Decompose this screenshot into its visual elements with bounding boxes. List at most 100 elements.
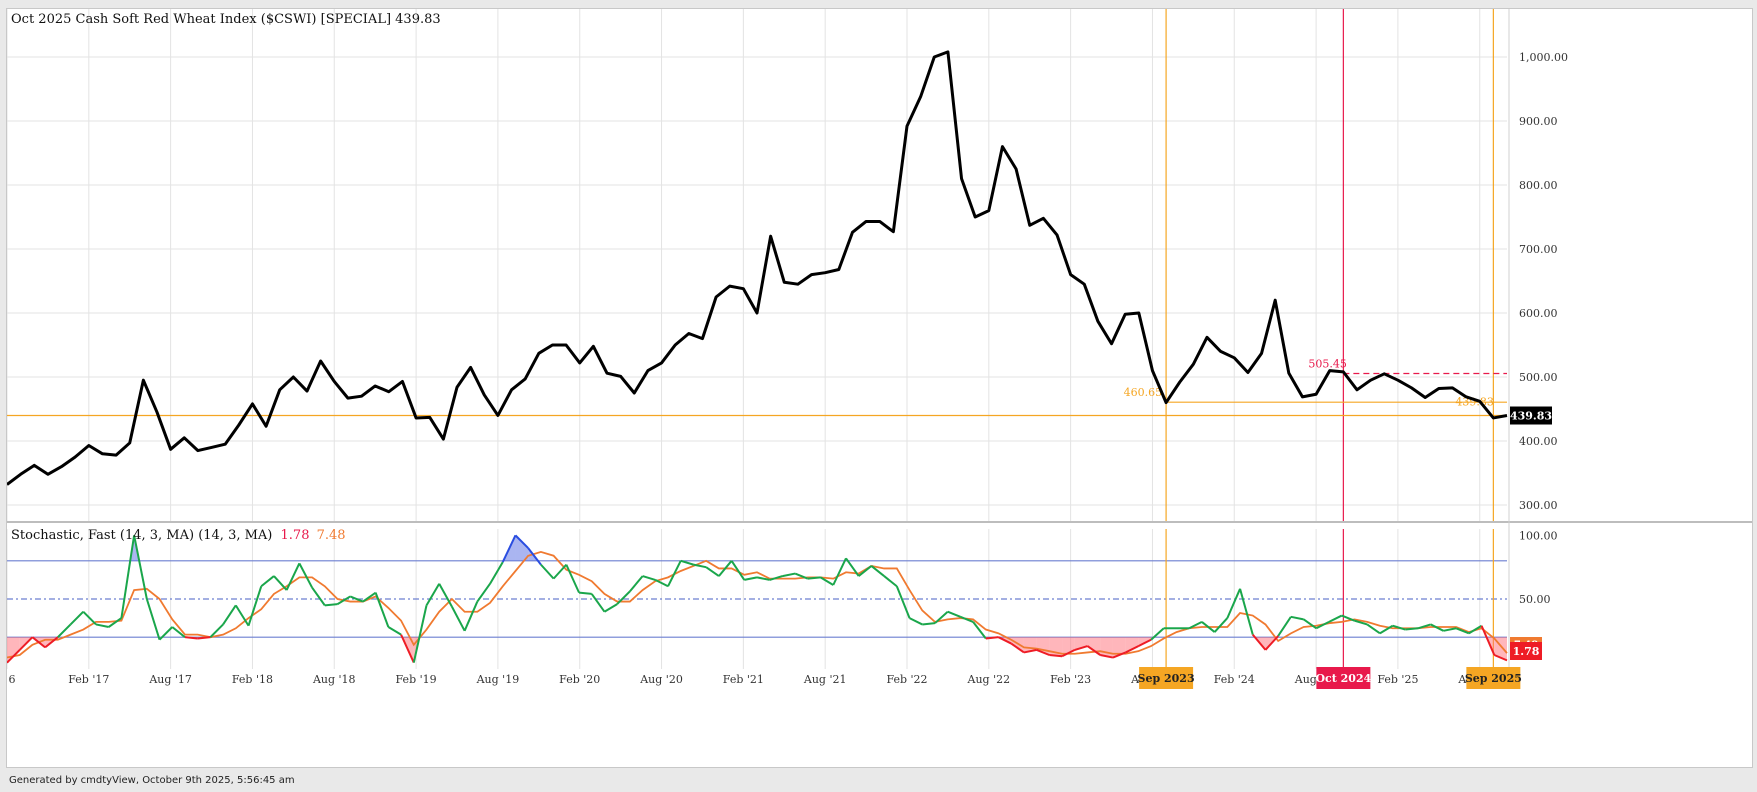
stoch-k-segment — [1354, 619, 1368, 626]
stoch-k-segment — [922, 622, 936, 626]
oversold-fill — [1112, 637, 1126, 658]
stoch-k-segment — [1341, 614, 1355, 622]
stoch-k-segment — [222, 604, 237, 626]
stoch-k-segment — [1455, 627, 1470, 635]
stoch-k-segment — [1328, 614, 1343, 623]
stoch-k-segment — [895, 585, 911, 619]
overbought-fill — [515, 535, 529, 561]
y-tick-label: 300.00 — [1519, 499, 1558, 512]
stoch-k-segment — [1061, 649, 1076, 658]
stoch-k-segment — [552, 563, 568, 580]
x-tick-label: Feb '21 — [723, 673, 764, 686]
stoch-k-segment — [960, 615, 974, 623]
price-chart-title: Oct 2025 Cash Soft Red Wheat Index ($CSW… — [11, 12, 441, 27]
y-tick-label: 500.00 — [1519, 371, 1558, 384]
x-tick-label: Feb '20 — [559, 673, 600, 686]
stoch-k-segment — [489, 561, 504, 585]
stoch-k-segment — [19, 636, 34, 651]
stoch-k-segment — [1239, 588, 1254, 635]
stoch-k-segment — [1100, 654, 1114, 659]
stoch-k-segment — [95, 623, 109, 628]
stoch-k-segment — [400, 634, 415, 664]
stoch-k-segment — [718, 560, 733, 577]
x-tick-label: Feb '18 — [232, 673, 273, 686]
stoch-k-segment — [44, 636, 59, 649]
stoch-k-segment — [565, 564, 580, 594]
x-tick-label: '16 — [7, 673, 16, 686]
stoch-k-segment — [590, 593, 606, 613]
stoch-k-segment — [756, 576, 770, 581]
x-tick-label: Aug '20 — [639, 673, 683, 686]
stoch-k-segment — [654, 579, 669, 588]
x-tick-label: Feb '19 — [396, 673, 437, 686]
stoch-k-segment — [1417, 623, 1432, 630]
stoch-k-segment — [744, 576, 758, 581]
y-tick-label: 800.00 — [1519, 179, 1558, 192]
stoch-k-segment — [463, 601, 479, 632]
chart-frame: '16 Feb '17 Aug '17 Feb '18 Aug '18 Feb '19 Au… — [6, 8, 1753, 768]
stoch-k-segment — [1430, 623, 1444, 632]
date-badge-text: Oct 2024 — [1315, 672, 1371, 685]
stoch-k-segment — [7, 649, 21, 664]
stoch-k-segment — [197, 636, 211, 640]
y-tick-label: 1,000.00 — [1519, 51, 1568, 64]
stoch-k-segment — [985, 636, 999, 640]
stochastic-panel-title: Stochastic, Fast (14, 3, MA) (14, 3, MA)… — [11, 528, 346, 543]
stoch-k-segment — [412, 605, 428, 663]
price-series-line — [7, 50, 1508, 486]
stoch-k-segment — [285, 562, 301, 591]
stoch-k-segment — [31, 636, 46, 649]
stoch-k-segment — [1137, 638, 1152, 647]
x-tick-label: Aug '19 — [476, 673, 520, 686]
date-badge — [1466, 667, 1521, 689]
stoch-k-segment — [1303, 618, 1317, 630]
stoch-k-segment — [1112, 651, 1127, 659]
stoch-k-segment — [1290, 615, 1304, 621]
stoch-k-segment — [82, 611, 97, 626]
stoch-k-segment — [1086, 645, 1101, 656]
annotation-hline-label: 460.65 — [1124, 386, 1163, 399]
stoch-k-segment — [69, 611, 84, 626]
y-tick-label: 400.00 — [1519, 435, 1558, 448]
x-tick-label: Aug '17 — [148, 673, 192, 686]
stoch-k-segment — [693, 563, 707, 569]
stoch-k-segment — [1049, 654, 1063, 658]
stoch-k-segment — [1150, 627, 1165, 641]
stoch-k-segment — [1074, 645, 1088, 651]
stoch-k-segment — [947, 610, 961, 618]
stoch-k-segment — [858, 565, 873, 577]
stoch-k-segment — [1468, 624, 1483, 635]
y-tick-label: 900.00 — [1519, 115, 1558, 128]
stoch-k-segment — [998, 636, 1012, 645]
stoch-k-segment — [705, 566, 720, 577]
stoch-k-segment — [1405, 627, 1419, 631]
stoch-k-segment — [1023, 648, 1037, 654]
stoch-k-segment — [260, 575, 275, 588]
stoch-k-segment — [680, 559, 694, 566]
x-tick-label: Aug '21 — [803, 673, 847, 686]
stoch-k-segment — [1213, 617, 1229, 633]
chart-canvas[interactable]: '16 Feb '17 Aug '17 Feb '18 Aug '18 Feb '19 Au… — [7, 9, 1752, 767]
stoch-k-segment — [1010, 642, 1025, 654]
stoch-k-segment — [820, 576, 834, 586]
stoch-k-segment — [1264, 635, 1279, 651]
stoch-k-segment — [374, 592, 390, 628]
stoch-k-badge-text: 1.78 — [1513, 645, 1540, 658]
stoch-k-segment — [603, 603, 618, 613]
stoch-y-tick-label: 100.00 — [1519, 529, 1558, 542]
point-label: 439.83 — [1455, 396, 1494, 409]
stoch-k-segment — [451, 606, 466, 632]
stoch-k-segment — [1188, 621, 1203, 630]
stoch-d-line — [7, 550, 1508, 659]
y-tick-label: 600.00 — [1519, 307, 1558, 320]
stoch-k-segment — [171, 626, 186, 638]
stoch-k-segment — [870, 565, 885, 577]
stochastic-d-value: 7.48 — [316, 528, 346, 543]
stoch-k-segment — [1315, 621, 1330, 630]
stoch-k-segment — [1493, 654, 1508, 662]
x-tick-label: Aug '18 — [312, 673, 356, 686]
y-tick-label: 700.00 — [1519, 243, 1558, 256]
oversold-fill — [1087, 637, 1101, 655]
stoch-k-segment — [1443, 627, 1457, 632]
stoch-k-segment — [501, 534, 517, 563]
